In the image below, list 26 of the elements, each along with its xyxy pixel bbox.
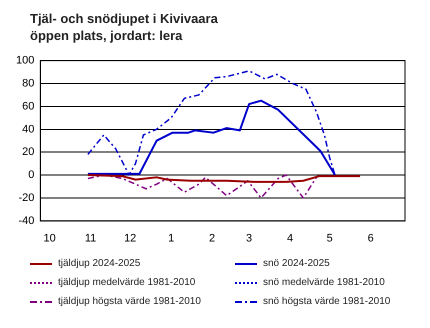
x-tick-label: 1 (168, 232, 174, 244)
x-tick-label: 11 (84, 232, 96, 244)
y-tick-label: 80 (22, 78, 34, 90)
x-tick-label: 10 (43, 232, 56, 244)
y-tick-label: 20 (22, 146, 34, 158)
legend-label: snö högsta värde 1981-2010 (263, 296, 390, 307)
y-tick-label: 60 (22, 100, 34, 112)
y-tick-label: 40 (22, 123, 34, 136)
y-tick-label: -40 (18, 214, 34, 227)
x-tick-label: 2 (209, 232, 216, 244)
x-tick-label: 4 (286, 232, 294, 244)
legend-label: tjäldjup medelvärde 1981-2010 (58, 277, 196, 288)
chart-subtitle: öppen plats, jordart: lera (30, 27, 184, 44)
x-tick-label: 12 (124, 232, 136, 244)
legend-label: tjäldjup 2024-2025 (58, 258, 140, 269)
legend-label: snö medelvärde 1981-2010 (263, 277, 385, 288)
chart-title: Tjäl- och snödjupet i Kivivaara (30, 10, 218, 27)
legend-label: tjäldjup högsta värde 1981-2010 (58, 296, 201, 307)
y-tick-label: 100 (16, 54, 34, 67)
x-tick-label: 3 (246, 232, 252, 244)
y-tick-label: 0 (28, 169, 34, 182)
y-tick-label: -20 (18, 192, 34, 204)
x-tick-label: 5 (326, 232, 333, 244)
x-tick-label: 6 (368, 232, 374, 244)
legend-label: snö 2024-2025 (263, 258, 330, 269)
line-series (87, 174, 318, 199)
